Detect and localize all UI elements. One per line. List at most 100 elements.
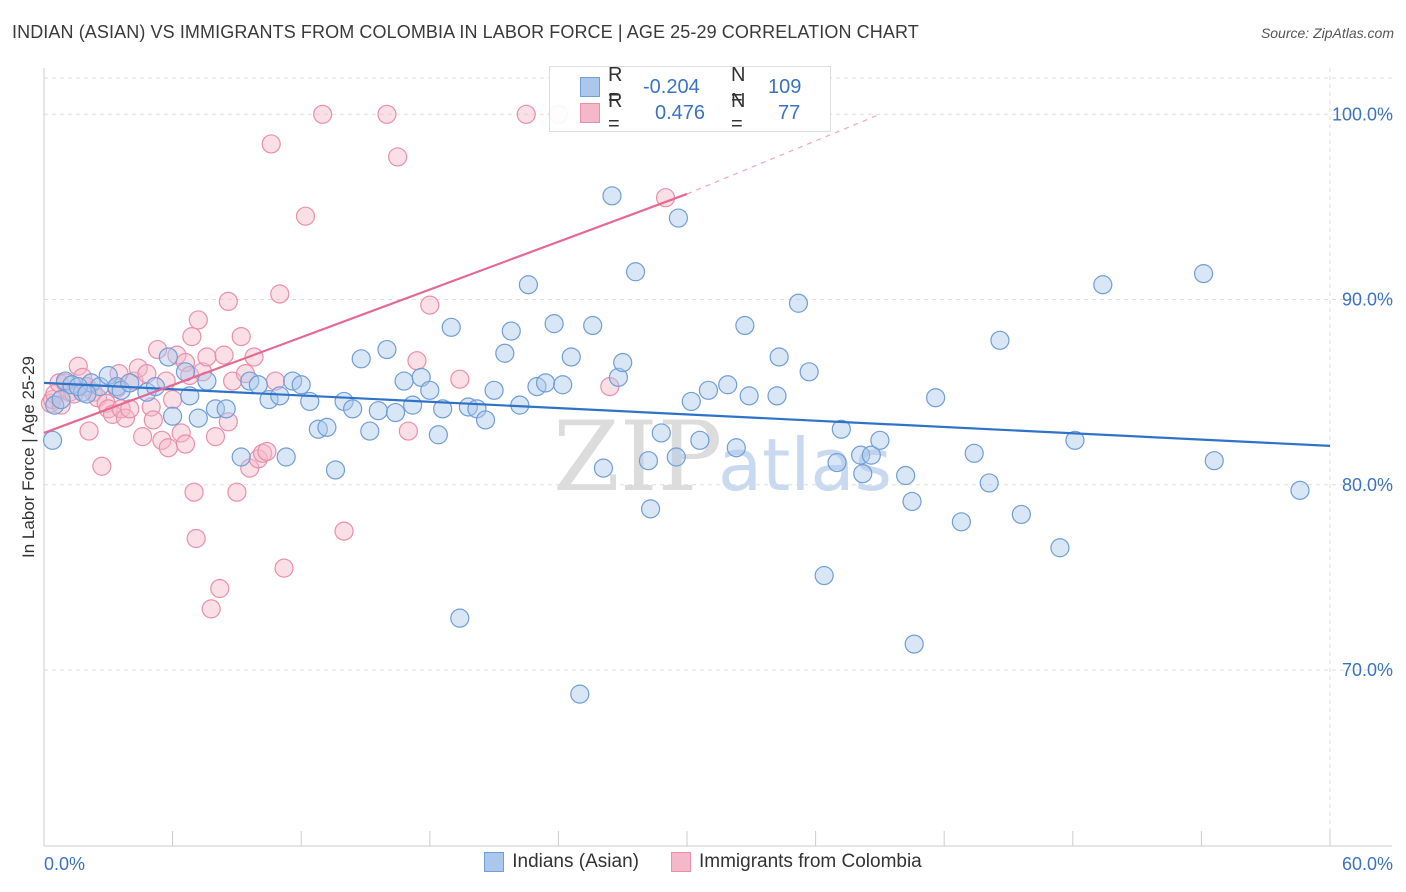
- point-colombia: [450, 369, 470, 389]
- point-colombia: [420, 295, 440, 315]
- point-indians: [518, 275, 538, 295]
- point-indians: [799, 362, 819, 382]
- point-indians: [698, 380, 719, 400]
- point-indians: [851, 445, 871, 465]
- point-indians: [593, 458, 614, 478]
- point-indians: [1093, 275, 1113, 295]
- y-tick-label: 100.0%: [1332, 104, 1393, 124]
- point-indians: [979, 473, 999, 493]
- point-indians: [951, 512, 971, 532]
- point-indians: [343, 399, 363, 419]
- r-label: R =: [608, 90, 623, 135]
- point-indians: [613, 352, 633, 373]
- point-indians: [561, 347, 581, 367]
- point-indians: [990, 330, 1010, 350]
- point-indians: [904, 634, 924, 654]
- point-indians: [926, 388, 946, 408]
- y-axis-label: In Labor Force | Age 25-29: [19, 356, 38, 558]
- point-colombia: [295, 206, 316, 226]
- stats-swatch-indians: [580, 77, 600, 97]
- point-colombia: [377, 104, 397, 124]
- trend-line-colombia: [43, 192, 688, 434]
- point-indians: [570, 684, 590, 704]
- point-colombia: [334, 521, 354, 541]
- point-indians: [788, 293, 809, 313]
- point-indians: [77, 384, 97, 404]
- r-label: R =: [608, 64, 623, 109]
- point-colombia: [182, 326, 202, 347]
- point-colombia: [79, 421, 99, 441]
- grid-lines: [44, 68, 1392, 846]
- point-colombia: [257, 441, 277, 462]
- point-indians: [638, 451, 659, 471]
- point-indians: [180, 386, 200, 406]
- point-colombia: [231, 326, 251, 347]
- point-indians: [450, 608, 470, 628]
- n-value-indians: 109: [768, 75, 802, 98]
- point-colombia: [407, 351, 427, 371]
- point-indians: [831, 419, 851, 439]
- y-tick-label: 90.0%: [1342, 290, 1393, 310]
- point-indians: [475, 410, 496, 430]
- point-indians: [608, 367, 629, 387]
- point-colombia: [398, 421, 418, 441]
- point-indians: [602, 186, 622, 206]
- point-colombia: [313, 104, 333, 124]
- point-indians: [501, 321, 521, 341]
- point-colombia: [186, 528, 206, 549]
- point-indians: [158, 347, 178, 367]
- y-tick-label: 70.0%: [1342, 660, 1393, 680]
- point-indians: [681, 391, 701, 412]
- n-label: N =: [731, 64, 746, 109]
- point-indians: [42, 430, 63, 450]
- point-indians: [188, 408, 208, 428]
- point-indians: [420, 380, 440, 400]
- point-indians: [553, 375, 573, 395]
- legend-item-colombia[interactable]: Immigrants from Colombia: [670, 851, 922, 873]
- point-colombia: [120, 399, 140, 419]
- axes: [43, 68, 1392, 847]
- point-colombia: [184, 482, 204, 502]
- point-colombia: [201, 599, 221, 619]
- point-indians: [544, 314, 564, 334]
- point-indians: [739, 386, 759, 406]
- watermark-zip: ZIP: [553, 401, 722, 513]
- point-colombia: [516, 104, 536, 124]
- point-indians: [767, 386, 787, 406]
- point-indians: [814, 565, 834, 586]
- point-indians: [325, 460, 346, 480]
- point-indians: [1204, 451, 1224, 471]
- legend-label-colombia: Immigrants from Colombia: [698, 851, 922, 872]
- point-colombia: [205, 427, 226, 447]
- point-colombia: [158, 438, 178, 458]
- point-indians: [666, 447, 686, 467]
- point-indians: [428, 425, 448, 445]
- point-indians: [535, 373, 556, 393]
- point-indians: [668, 208, 689, 228]
- point-colombia: [210, 578, 230, 599]
- point-indians: [145, 377, 166, 397]
- n-value-colombia: 77: [778, 101, 801, 124]
- trend-line-indians: [43, 381, 1331, 447]
- point-indians: [403, 395, 423, 415]
- point-indians: [484, 380, 504, 400]
- point-colombia: [68, 356, 88, 376]
- point-indians: [377, 339, 397, 360]
- series-indians-points: [42, 186, 1310, 704]
- point-colombia: [388, 147, 408, 167]
- point-indians: [1050, 538, 1070, 558]
- legend-item-indians[interactable]: Indians (Asian): [484, 851, 639, 873]
- trend-lines: [43, 113, 1331, 447]
- point-colombia: [171, 423, 191, 443]
- point-indians: [270, 386, 290, 406]
- point-indians: [360, 421, 380, 441]
- r-value-colombia: 0.476: [655, 101, 706, 124]
- point-indians: [964, 443, 984, 463]
- point-indians: [441, 317, 461, 337]
- point-indians: [1193, 264, 1214, 284]
- point-colombia: [214, 345, 234, 365]
- stats-legend-box: R = -0.204 N = 109 R = 0.476 N = 77: [549, 64, 831, 135]
- point-colombia: [132, 427, 153, 447]
